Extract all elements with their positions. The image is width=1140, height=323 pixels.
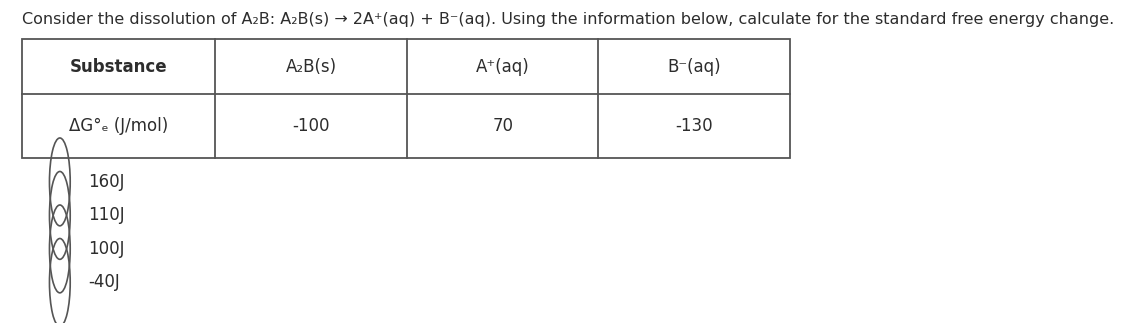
Text: Substance: Substance [70,57,168,76]
Text: 160J: 160J [88,173,124,191]
Text: -130: -130 [675,117,712,135]
Text: -40J: -40J [88,274,120,291]
Text: A₂B(s): A₂B(s) [286,57,336,76]
Text: B⁻(aq): B⁻(aq) [667,57,720,76]
Text: 100J: 100J [88,240,124,258]
Bar [23,39,790,158]
Text: -100: -100 [293,117,329,135]
Text: ΔG°ₑ (J/mol): ΔG°ₑ (J/mol) [70,117,169,135]
Text: Consider the dissolution of A₂B: A₂B(s) → 2A⁺(aq) + B⁻(aq). Using the informatio: Consider the dissolution of A₂B: A₂B(s) … [23,13,1115,27]
Text: 110J: 110J [88,206,124,224]
Text: A⁺(aq): A⁺(aq) [475,57,529,76]
Text: 70: 70 [492,117,513,135]
